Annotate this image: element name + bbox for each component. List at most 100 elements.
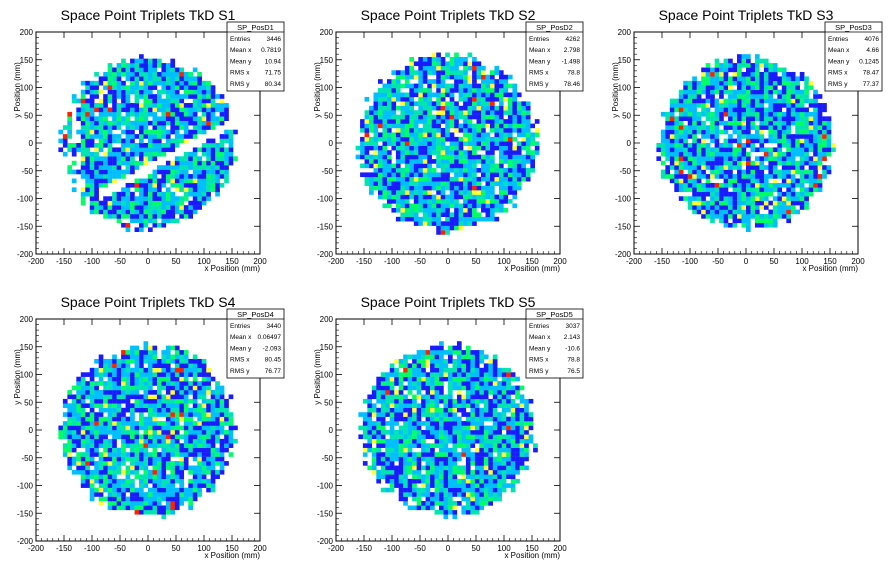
- bin-cell: [197, 430, 202, 435]
- bin-cell: [391, 119, 397, 124]
- bin-cell: [804, 160, 809, 166]
- bin-cell: [197, 85, 202, 90]
- bin-cell: [719, 151, 724, 157]
- bin-cell: [422, 154, 428, 160]
- bin-cell: [467, 92, 473, 98]
- bin-cell: [485, 92, 491, 98]
- bin-cell: [737, 196, 742, 201]
- bin-cell: [210, 461, 216, 466]
- bin-cell: [786, 80, 791, 86]
- bin-cell: [85, 116, 90, 121]
- bin-cell: [728, 94, 733, 99]
- bin-cell: [728, 107, 733, 113]
- bin-cell: [494, 176, 500, 182]
- bin-cell: [409, 145, 415, 151]
- bin-cell: [772, 169, 778, 175]
- bin-cell: [210, 156, 216, 161]
- bin-cell: [422, 163, 428, 169]
- bin-cell: [152, 178, 158, 184]
- bin-cell: [777, 209, 783, 215]
- bin-cell: [409, 114, 415, 120]
- bin-cell: [427, 96, 432, 102]
- bin-cell: [107, 430, 113, 435]
- bin-cell: [817, 116, 823, 121]
- bin-cell: [174, 85, 180, 90]
- bin-cell: [409, 150, 415, 155]
- bin-cell: [107, 129, 113, 135]
- bin-cell: [161, 492, 167, 497]
- bin-cell: [170, 487, 176, 493]
- bin-cell: [503, 105, 509, 111]
- bin-cell: [85, 169, 90, 175]
- bin-cell: [507, 176, 513, 182]
- bin-cell: [741, 98, 747, 104]
- bin-cell: [197, 89, 202, 95]
- bin-cell: [795, 160, 800, 166]
- bin-cell: [161, 474, 167, 480]
- y-tick-label: 200: [20, 28, 34, 37]
- bin-cell: [741, 116, 747, 121]
- bin-cell: [107, 165, 113, 170]
- bin-cell: [210, 478, 216, 484]
- bin-cell: [440, 190, 446, 195]
- bin-cell: [134, 107, 140, 113]
- bin-cell: [98, 178, 104, 184]
- bin-cell: [373, 132, 379, 138]
- bin-cell: [228, 160, 234, 166]
- bin-cell: [467, 216, 473, 222]
- bin-cell: [692, 103, 697, 108]
- bin-cell: [161, 89, 167, 95]
- bin-cell: [112, 80, 117, 86]
- bin-cell: [418, 70, 423, 75]
- bin-cell: [741, 120, 747, 126]
- bin-cell: [85, 381, 90, 386]
- x-tick-label: -200: [28, 257, 45, 266]
- bin-cell: [116, 205, 122, 210]
- bin-cell: [161, 358, 167, 364]
- bin-cell: [152, 452, 158, 457]
- bin-cell: [201, 107, 207, 113]
- bin-cell: [201, 443, 207, 448]
- bin-cell: [219, 407, 225, 413]
- bin-cell: [710, 160, 715, 166]
- bin-cell: [148, 398, 153, 404]
- bin-cell: [476, 212, 482, 218]
- bin-cell: [418, 145, 423, 151]
- bin-cell: [692, 116, 697, 121]
- bin-cell: [781, 116, 787, 121]
- bin-cell: [822, 103, 827, 108]
- bin-cell: [394, 452, 399, 457]
- bin-cell: [683, 98, 688, 104]
- bin-cell: [436, 128, 441, 133]
- bin-cell: [512, 163, 518, 169]
- bin-cell: [512, 185, 518, 191]
- bin-cell: [440, 150, 446, 155]
- bin-cell: [219, 425, 225, 431]
- bin-cell: [454, 145, 459, 151]
- bin-cell: [161, 209, 167, 215]
- bin-cell: [130, 120, 135, 126]
- bin-cell: [125, 165, 131, 170]
- bin-cell: [152, 187, 158, 193]
- bin-cell: [206, 160, 211, 166]
- bin-cell: [512, 119, 518, 124]
- bin-cell: [80, 398, 86, 404]
- bin-cell: [385, 403, 390, 408]
- bin-cell: [134, 505, 140, 511]
- x-tick-label: 0: [146, 257, 151, 266]
- bin-cell: [463, 221, 468, 226]
- bin-cell: [382, 110, 388, 115]
- bin-cell: [380, 465, 386, 471]
- bin-cell: [134, 218, 140, 224]
- bin-cell: [148, 89, 153, 95]
- bin-cell: [206, 178, 211, 184]
- bin-cell: [161, 165, 167, 170]
- bin-cell: [170, 147, 176, 153]
- bin-cell: [404, 105, 410, 111]
- bin-cell: [763, 205, 769, 210]
- bin-cell: [746, 94, 751, 99]
- bin-cell: [148, 385, 153, 391]
- bin-cell: [781, 80, 787, 86]
- bin-cell: [219, 116, 225, 121]
- bin-cell: [481, 88, 486, 93]
